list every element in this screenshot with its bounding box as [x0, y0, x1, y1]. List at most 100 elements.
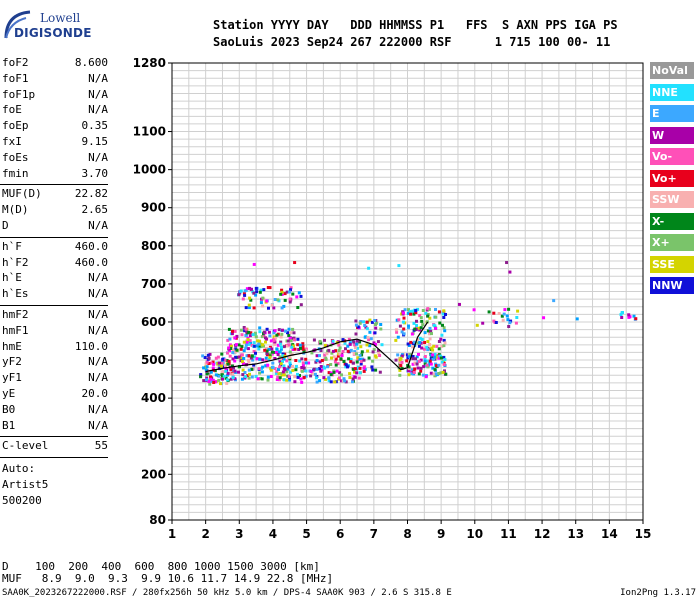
echo-point: [256, 339, 260, 343]
echo-point: [319, 369, 323, 373]
echo-point: [233, 329, 237, 333]
echo-point: [442, 344, 446, 348]
echo-point: [506, 318, 510, 322]
echo-point: [266, 286, 270, 289]
param-row-he: h`E N/A: [2, 271, 108, 287]
echo-point: [283, 292, 287, 296]
echo-point: [288, 355, 292, 359]
echo-point: [289, 286, 293, 290]
echo-point: [508, 270, 512, 274]
separator: [0, 236, 108, 238]
echo-point: [266, 365, 270, 369]
echo-point: [278, 359, 282, 363]
echo-point: [425, 363, 429, 367]
echo-point: [299, 377, 303, 381]
echo-point: [277, 368, 280, 371]
param-row-foes: foEs N/A: [2, 151, 108, 167]
echo-point: [352, 352, 356, 355]
echo-point: [268, 334, 272, 338]
echo-point: [262, 330, 266, 334]
echo-point: [418, 314, 422, 318]
legend-item-ssw: SSW: [650, 191, 694, 208]
echo-point: [327, 376, 331, 380]
echo-point: [288, 357, 292, 361]
echo-point: [244, 346, 248, 350]
echo-point: [272, 306, 276, 310]
param-key: h`E: [2, 271, 22, 285]
echo-point: [227, 346, 231, 350]
echo-point: [318, 339, 322, 343]
echo-point: [334, 357, 338, 361]
echo-point: [406, 342, 410, 346]
echo-point: [356, 339, 360, 343]
echo-point: [429, 329, 433, 333]
echo-point: [353, 350, 357, 354]
param-key: C-level: [2, 439, 49, 453]
echo-point: [300, 380, 304, 384]
echo-point: [368, 330, 372, 334]
echo-point: [211, 378, 215, 382]
echo-point: [208, 352, 212, 356]
echo-point: [241, 368, 245, 372]
echo-point: [297, 348, 301, 351]
echo-point: [294, 368, 298, 372]
echo-point: [315, 354, 319, 358]
echo-point: [402, 332, 406, 336]
echo-point: [204, 365, 207, 369]
echo-point: [313, 372, 317, 376]
echo-point: [338, 371, 342, 375]
logo-line1: Lowell: [40, 11, 81, 25]
echo-point: [204, 362, 208, 366]
x-tick-label: 15: [635, 527, 652, 541]
echo-point: [274, 351, 278, 354]
echo-point: [304, 357, 308, 361]
echo-point: [291, 292, 295, 296]
echo-point: [331, 339, 335, 343]
echo-point: [285, 370, 289, 374]
echo-point: [277, 328, 281, 332]
echo-point: [269, 339, 273, 343]
echo-point: [293, 380, 297, 384]
echo-point: [268, 286, 272, 290]
echo-point: [377, 351, 381, 355]
echo-point: [439, 371, 443, 375]
param-value: N/A: [88, 323, 108, 337]
x-tick-label: 8: [403, 527, 411, 541]
echo-point: [410, 372, 414, 376]
echo-point: [275, 369, 279, 373]
echo-point: [261, 365, 265, 369]
echo-point: [501, 318, 505, 322]
param-key: yF2: [2, 355, 22, 369]
echo-point: [291, 364, 295, 368]
param-value: N/A: [88, 87, 108, 101]
echo-point: [355, 342, 359, 346]
y-tick-label: 900: [141, 201, 166, 215]
echo-point: [271, 361, 275, 365]
echo-point: [309, 374, 313, 378]
echo-point: [342, 377, 346, 381]
echo-point: [225, 378, 229, 382]
y-tick-label: 400: [141, 391, 166, 405]
echo-point: [209, 377, 213, 381]
param-value: 3.70: [81, 166, 109, 180]
param-value: N/A: [88, 371, 108, 385]
echo-point: [248, 372, 251, 376]
echo-point: [487, 310, 491, 314]
echo-point: [430, 355, 434, 359]
echo-point: [247, 368, 251, 372]
echo-point: [423, 355, 427, 358]
echo-point: [301, 347, 305, 351]
echo-point: [270, 303, 274, 307]
echo-point: [406, 369, 410, 373]
echo-point: [340, 373, 343, 377]
param-row-mufd: MUF(D) 22.82: [2, 187, 108, 203]
echo-point: [397, 264, 401, 268]
echo-point: [301, 342, 305, 346]
echo-point: [337, 343, 341, 347]
echo-point: [406, 356, 410, 360]
echo-point: [397, 357, 401, 361]
echo-point: [255, 357, 259, 361]
echo-point: [472, 308, 476, 312]
echo-point: [514, 321, 518, 325]
echo-point: [230, 364, 234, 368]
